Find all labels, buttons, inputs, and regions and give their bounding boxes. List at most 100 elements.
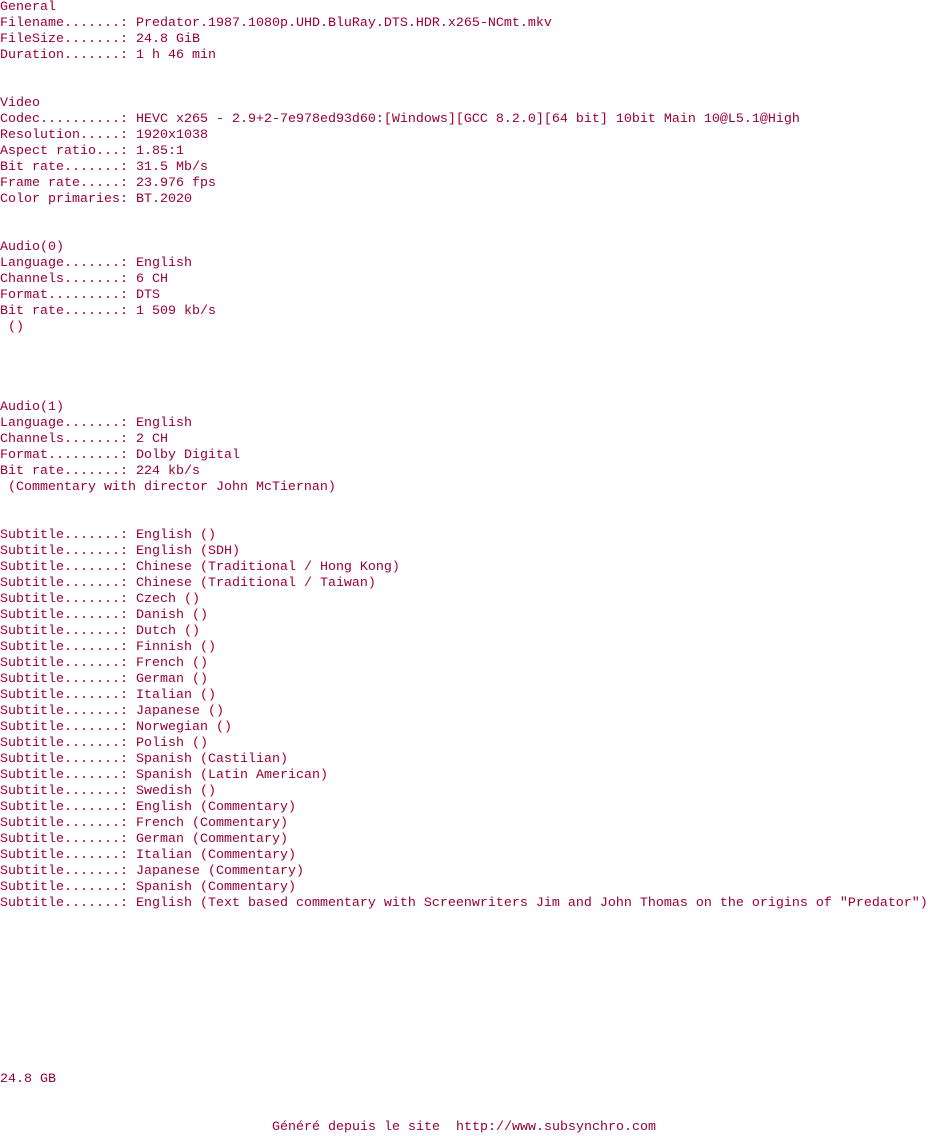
row-label: Bit rate.......: xyxy=(0,464,128,479)
row-label: Subtitle.......: xyxy=(0,752,128,767)
row-value: Spanish (Latin American) xyxy=(135,768,328,783)
row-label: Subtitle.......: xyxy=(0,592,128,607)
section-title: General xyxy=(0,0,56,16)
info-row: Channels.......: 2 CH xyxy=(0,432,168,448)
row-value: HEVC x265 - 2.9+2-7e978ed93d60:[Windows]… xyxy=(135,112,800,127)
row-label: Subtitle.......: xyxy=(0,784,128,799)
row-label: Format.........: xyxy=(0,448,128,463)
row-label: Subtitle.......: xyxy=(0,720,128,735)
row-label: Channels.......: xyxy=(0,272,128,287)
row-value: BT.2020 xyxy=(135,192,192,207)
row-value: 1 509 kb/s xyxy=(135,304,216,319)
row-value: Predator.1987.1080p.UHD.BluRay.DTS.HDR.x… xyxy=(135,16,552,31)
row-label: Language.......: xyxy=(0,416,128,431)
section-title-text: Video xyxy=(0,96,40,111)
row-label: Subtitle.......: xyxy=(0,640,128,655)
info-row: Frame rate.....: 23.976 fps xyxy=(0,176,216,192)
row-value: 1.85:1 xyxy=(135,144,184,159)
row-label: Subtitle.......: xyxy=(0,880,128,895)
info-row: Bit rate.......: 224 kb/s xyxy=(0,464,200,480)
row-label: Subtitle.......: xyxy=(0,816,128,831)
info-row: Language.......: English xyxy=(0,416,192,432)
row-label: Resolution.....: xyxy=(0,128,128,143)
row-value: 2 CH xyxy=(135,432,168,447)
total-size-text: 24.8 GB xyxy=(0,1072,56,1087)
info-row: Color primaries: BT.2020 xyxy=(0,192,192,208)
row-value: Finnish () xyxy=(135,640,216,655)
info-row: Language.......: English xyxy=(0,256,192,272)
row-value: English xyxy=(135,256,192,271)
row-label: Subtitle.......: xyxy=(0,704,128,719)
row-value: Dolby Digital xyxy=(135,448,240,463)
section-title: Video xyxy=(0,96,40,112)
row-value: English (Commentary) xyxy=(135,800,296,815)
row-label: Subtitle.......: xyxy=(0,544,128,559)
section-title: Audio(0) xyxy=(0,240,64,256)
info-row: Subtitle.......: English (SDH) xyxy=(0,544,240,560)
row-value: Swedish () xyxy=(135,784,216,799)
info-row: Subtitle.......: English (Text based com… xyxy=(0,896,928,912)
info-row: Subtitle.......: Czech () xyxy=(0,592,200,608)
info-row: Resolution.....: 1920x1038 xyxy=(0,128,208,144)
track-note: (Commentary with director John McTiernan… xyxy=(0,480,336,496)
info-row: Subtitle.......: Spanish (Castilian) xyxy=(0,752,288,768)
row-value: Chinese (Traditional / Hong Kong) xyxy=(135,560,400,575)
row-value: 24.8 GiB xyxy=(135,32,200,47)
row-value: DTS xyxy=(135,288,160,303)
row-label: Subtitle.......: xyxy=(0,672,128,687)
info-row: Subtitle.......: Danish () xyxy=(0,608,208,624)
section-title-text: General xyxy=(0,0,56,15)
info-row: Subtitle.......: French () xyxy=(0,656,208,672)
row-value: Japanese () xyxy=(135,704,224,719)
row-label: Subtitle.......: xyxy=(0,528,128,543)
row-value: English xyxy=(135,416,192,431)
row-label: Subtitle.......: xyxy=(0,736,128,751)
row-value: Norwegian () xyxy=(135,720,232,735)
info-row: Subtitle.......: Italian () xyxy=(0,688,216,704)
row-value: French (Commentary) xyxy=(135,816,288,831)
row-label: Subtitle.......: xyxy=(0,800,128,815)
info-row: Duration.......: 1 h 46 min xyxy=(0,48,216,64)
row-value: 1 h 46 min xyxy=(135,48,216,63)
row-value: Spanish (Castilian) xyxy=(135,752,288,767)
row-label: Codec..........: xyxy=(0,112,128,127)
row-label: Subtitle.......: xyxy=(0,608,128,623)
info-row: Subtitle.......: Dutch () xyxy=(0,624,200,640)
info-row: Codec..........: HEVC x265 - 2.9+2-7e978… xyxy=(0,112,800,128)
row-value: German (Commentary) xyxy=(135,832,288,847)
row-label: Subtitle.......: xyxy=(0,560,128,575)
row-label: Subtitle.......: xyxy=(0,896,128,911)
info-row: FileSize.......: 24.8 GiB xyxy=(0,32,200,48)
row-value: Polish () xyxy=(135,736,208,751)
row-label: Aspect ratio...: xyxy=(0,144,128,159)
info-row: Subtitle.......: Chinese (Traditional / … xyxy=(0,576,376,592)
info-row: Format.........: DTS xyxy=(0,288,160,304)
info-row: Subtitle.......: Norwegian () xyxy=(0,720,232,736)
row-value: German () xyxy=(135,672,208,687)
info-row: Subtitle.......: Finnish () xyxy=(0,640,216,656)
row-value: Dutch () xyxy=(135,624,200,639)
row-value: Chinese (Traditional / Taiwan) xyxy=(135,576,376,591)
row-label: Filename.......: xyxy=(0,16,128,31)
row-label: Frame rate.....: xyxy=(0,176,128,191)
row-value: English (SDH) xyxy=(135,544,240,559)
row-value: Czech () xyxy=(135,592,200,607)
row-value: Danish () xyxy=(135,608,208,623)
row-value: 23.976 fps xyxy=(135,176,216,191)
row-value: Italian (Commentary) xyxy=(135,848,296,863)
row-value: French () xyxy=(135,656,208,671)
info-row: Bit rate.......: 1 509 kb/s xyxy=(0,304,216,320)
row-label: Bit rate.......: xyxy=(0,160,128,175)
row-value: Italian () xyxy=(135,688,216,703)
section-title-text: Audio(1) xyxy=(0,400,64,415)
section-title-text: Audio(0) xyxy=(0,240,64,255)
note-text: (Commentary with director John McTiernan… xyxy=(8,480,336,495)
row-label: Bit rate.......: xyxy=(0,304,128,319)
row-value: Japanese (Commentary) xyxy=(135,864,304,879)
info-row: Aspect ratio...: 1.85:1 xyxy=(0,144,184,160)
info-row: Channels.......: 6 CH xyxy=(0,272,168,288)
footer: Généré depuis le site http://www.subsync… xyxy=(0,1120,928,1136)
row-label: Subtitle.......: xyxy=(0,688,128,703)
info-row: Subtitle.......: French (Commentary) xyxy=(0,816,288,832)
